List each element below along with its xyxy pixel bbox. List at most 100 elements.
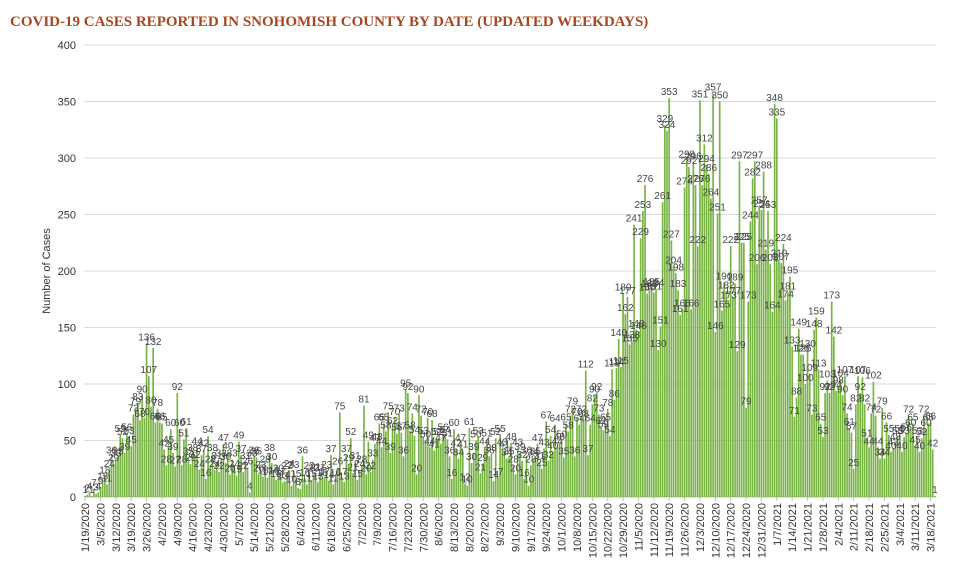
x-tick-label: 12/31/2020	[756, 503, 768, 558]
bar	[319, 473, 321, 497]
data-label: 53	[418, 426, 430, 437]
data-label: 51	[442, 428, 454, 439]
bar	[328, 481, 330, 497]
bar	[541, 468, 543, 497]
bar	[696, 246, 699, 497]
bar	[123, 452, 126, 497]
bar	[637, 332, 640, 497]
bar	[174, 466, 176, 497]
data-label: 92	[855, 382, 867, 393]
bar	[714, 332, 717, 497]
bar	[158, 422, 161, 497]
data-label: 56	[121, 423, 133, 434]
data-label: 56	[437, 423, 449, 434]
bar	[874, 415, 877, 497]
data-label: 82	[850, 393, 862, 404]
x-tick-label: 11/5/2020	[633, 503, 645, 551]
bar	[389, 452, 392, 497]
data-label: 45	[126, 435, 138, 446]
bar	[391, 426, 394, 497]
bar	[183, 439, 185, 497]
bar	[341, 477, 343, 497]
bar	[887, 434, 890, 497]
data-label: 44	[376, 436, 388, 447]
bar	[732, 296, 734, 497]
data-label: 44	[192, 436, 204, 447]
data-label: 15	[306, 469, 318, 480]
data-label: 55	[894, 424, 906, 435]
data-label: 174	[777, 289, 794, 300]
bar	[444, 435, 447, 497]
bar	[850, 432, 853, 497]
bar	[295, 480, 297, 497]
data-label: 29	[108, 453, 120, 464]
data-label: 55	[883, 424, 895, 435]
data-label: 55	[115, 424, 127, 435]
bar	[516, 448, 519, 497]
bar	[885, 422, 888, 497]
data-label: 20	[253, 463, 265, 474]
bar	[642, 211, 644, 498]
y-tick-label: 300	[58, 153, 76, 165]
bar	[743, 242, 745, 497]
data-label: 182	[718, 280, 735, 291]
data-label: 112	[578, 359, 594, 370]
data-label: 10	[462, 475, 474, 486]
data-label: 57	[846, 422, 858, 433]
data-label: 1	[89, 485, 95, 496]
data-label: 35	[112, 446, 124, 457]
bar	[501, 448, 504, 497]
x-tick-label: 10/29/2020	[618, 503, 630, 558]
bar	[705, 164, 708, 497]
data-label: 34	[527, 448, 539, 459]
bar	[927, 423, 930, 497]
data-label: 126	[795, 344, 812, 355]
data-label: 30	[466, 452, 478, 463]
bar	[189, 464, 192, 497]
bar	[233, 469, 236, 497]
bar	[587, 455, 589, 497]
bar	[237, 441, 240, 497]
bar	[870, 413, 873, 497]
data-label: 286	[700, 163, 717, 174]
data-label: 82	[859, 393, 871, 404]
bar	[226, 451, 229, 497]
data-label: 39	[514, 442, 526, 453]
bar	[775, 118, 778, 497]
bar	[112, 464, 115, 497]
bar	[415, 474, 418, 497]
bar	[216, 461, 218, 497]
y-axis-label: Number of Cases	[41, 228, 53, 314]
bar	[332, 484, 335, 497]
bar	[716, 213, 719, 497]
data-label: 264	[703, 188, 720, 199]
bar	[692, 162, 695, 497]
data-label: 129	[729, 340, 746, 351]
data-label: 276	[694, 174, 711, 185]
bar	[172, 452, 174, 497]
data-label: 324	[659, 120, 676, 131]
bar	[749, 221, 752, 497]
bar	[413, 435, 416, 497]
data-label: 73	[806, 404, 818, 415]
x-tick-label: 5/7/2020	[234, 503, 246, 546]
bar	[808, 373, 811, 497]
data-label: 138	[624, 330, 641, 341]
data-label: 13	[97, 471, 109, 482]
data-label: 72	[903, 405, 915, 416]
bar	[661, 202, 664, 497]
data-label: 64	[549, 414, 561, 425]
data-label: 70	[389, 407, 401, 418]
data-label: 47	[532, 433, 544, 444]
data-label: 130	[650, 339, 667, 350]
data-label: 80	[145, 396, 157, 407]
bar	[477, 437, 479, 497]
bar	[110, 456, 113, 497]
data-label: 135	[621, 333, 638, 344]
data-label: 22	[213, 461, 225, 472]
data-label: 296	[685, 152, 702, 163]
data-label: 10	[523, 475, 535, 486]
bar	[429, 447, 431, 497]
bar	[609, 435, 611, 497]
bar	[901, 451, 903, 497]
